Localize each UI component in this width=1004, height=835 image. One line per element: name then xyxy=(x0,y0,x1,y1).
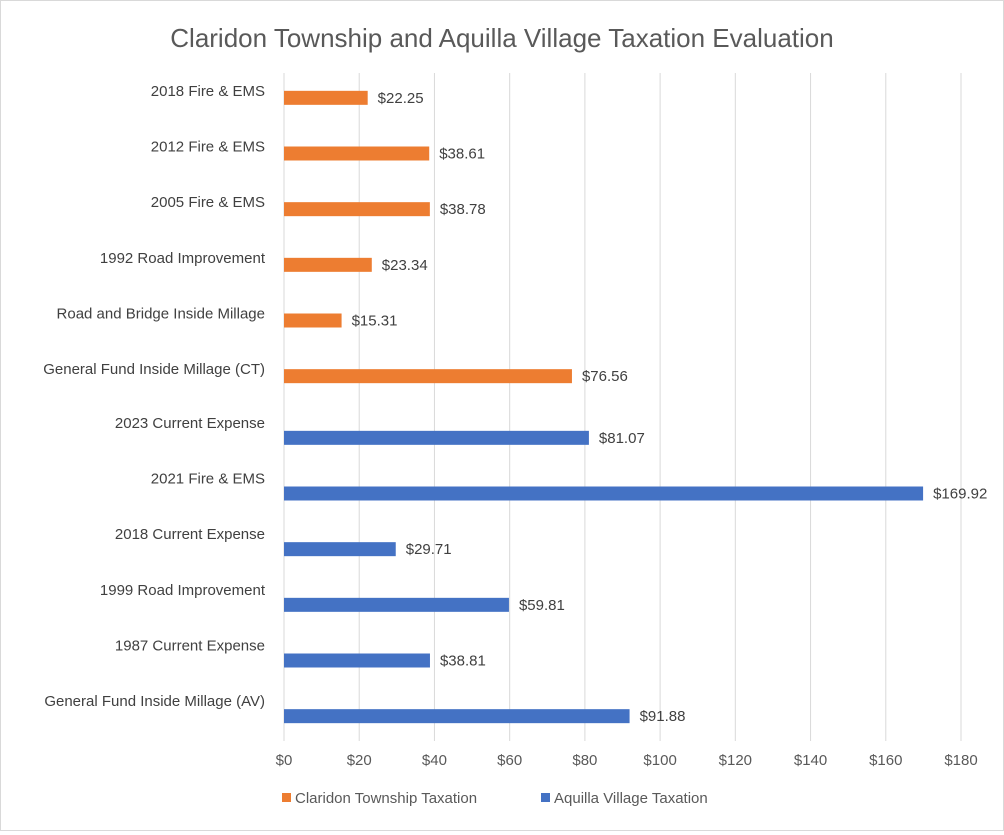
category-label: General Fund Inside Millage (AV) xyxy=(44,693,265,710)
category-label: 2018 Fire & EMS xyxy=(151,83,265,100)
category-label: 2012 Fire & EMS xyxy=(151,139,265,156)
data-label: $76.56 xyxy=(582,368,628,385)
bars xyxy=(284,90,924,724)
value-labels: $22.25 $38.61 $38.78 $23.34 $15.31 $76.56 $81.… xyxy=(352,90,988,725)
legend: Claridon Township Taxation Aquilla Villag… xyxy=(282,790,708,807)
x-tick-label: $180 xyxy=(944,752,977,769)
bar xyxy=(284,90,368,105)
legend-entry: Aquilla Village Taxation xyxy=(554,790,708,807)
data-label: $38.78 xyxy=(440,201,486,218)
category-label: 2021 Fire & EMS xyxy=(151,471,265,488)
x-tick-label: $140 xyxy=(794,752,827,769)
x-tick-label: $60 xyxy=(497,752,522,769)
data-label: $59.81 xyxy=(519,597,565,614)
chart-title: Claridon Township and Aquilla Village Ta… xyxy=(170,23,833,53)
category-label: 1987 Current Expense xyxy=(115,638,265,655)
category-label: 2018 Current Expense xyxy=(115,526,265,543)
bar xyxy=(284,430,589,445)
bar xyxy=(284,486,924,501)
x-tick-label: $160 xyxy=(869,752,902,769)
bar xyxy=(284,542,396,557)
bar xyxy=(284,369,572,384)
x-tick-label: $40 xyxy=(422,752,447,769)
x-tick-label: $0 xyxy=(276,752,293,769)
legend-entry: Claridon Township Taxation xyxy=(295,790,477,807)
bar xyxy=(284,146,430,161)
data-label: $81.07 xyxy=(599,430,645,447)
category-label: Road and Bridge Inside Millage xyxy=(57,306,265,323)
data-label: $15.31 xyxy=(352,313,398,330)
category-label: General Fund Inside Millage (CT) xyxy=(43,361,265,378)
category-label: 1999 Road Improvement xyxy=(100,582,266,599)
bar xyxy=(284,313,342,328)
category-labels: 2018 Fire & EMS 2012 Fire & EMS 2005 Fire … xyxy=(43,83,266,710)
data-label: $38.81 xyxy=(440,653,486,670)
x-axis-tick-labels: $0 $20 $40 $60 $80 $100 $120 $140 $160 $180 xyxy=(276,752,978,769)
x-tick-label: $100 xyxy=(643,752,676,769)
category-label: 1992 Road Improvement xyxy=(100,250,266,267)
data-label: $29.71 xyxy=(406,541,452,558)
bar xyxy=(284,709,630,724)
data-label: $91.88 xyxy=(640,708,686,725)
data-label: $22.25 xyxy=(378,90,424,107)
x-tick-label: $80 xyxy=(572,752,597,769)
data-label: $38.61 xyxy=(439,146,485,163)
legend-swatch xyxy=(282,793,291,802)
bar xyxy=(284,597,509,612)
bar xyxy=(284,202,430,217)
x-tick-label: $120 xyxy=(719,752,752,769)
data-label: $23.34 xyxy=(382,257,428,274)
bar xyxy=(284,257,372,272)
x-tick-label: $20 xyxy=(347,752,372,769)
category-label: 2023 Current Expense xyxy=(115,415,265,432)
legend-swatch xyxy=(541,793,550,802)
bar xyxy=(284,653,430,668)
data-label: $169.92 xyxy=(933,486,987,503)
category-label: 2005 Fire & EMS xyxy=(151,194,265,211)
gridlines xyxy=(283,73,962,741)
